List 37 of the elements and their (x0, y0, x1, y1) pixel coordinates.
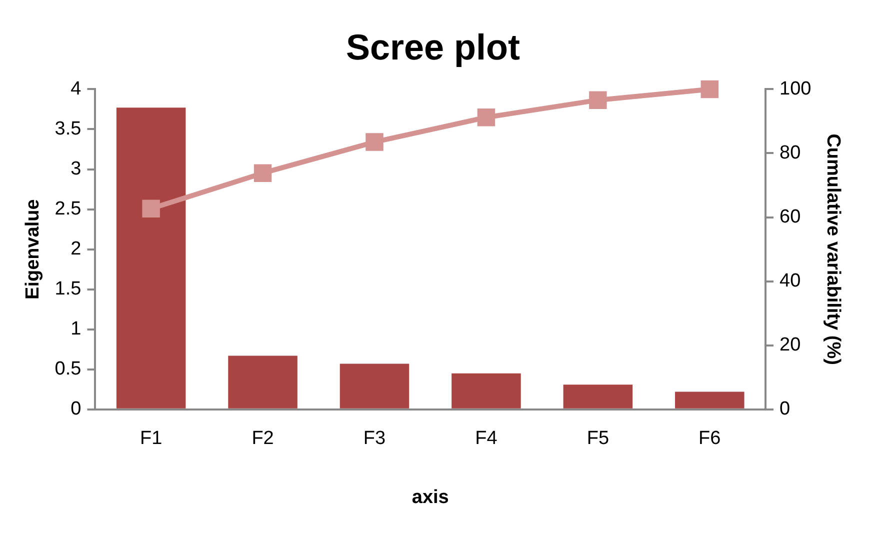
x-tick-label: F6 (698, 428, 721, 450)
y2-tick-label: 40 (780, 270, 801, 292)
y2-tick-label: 20 (780, 334, 801, 356)
y2-tick-label: 80 (780, 142, 801, 164)
y-tick-label: 1.5 (54, 278, 82, 300)
point (254, 164, 272, 182)
bar (340, 364, 410, 408)
y2-tick-label: 100 (780, 78, 812, 100)
point (142, 200, 160, 218)
point (477, 108, 496, 126)
y-tick-label: 1 (70, 318, 82, 340)
point (589, 91, 607, 109)
x-tick-label: F3 (363, 428, 386, 450)
chart-title: Scree plot (346, 26, 520, 68)
y-axis-title: Eigenvalue (22, 199, 44, 300)
y-tick-label: 2 (70, 238, 82, 260)
y-tick-label: 3 (70, 158, 82, 180)
x-tick-label: F2 (252, 428, 274, 450)
y2-tick-label: 0 (780, 398, 790, 420)
point (700, 80, 719, 98)
point (366, 133, 384, 151)
y2-axis-title: Cumulative variability (%) (822, 134, 844, 365)
bar (116, 108, 186, 408)
bar (563, 384, 633, 408)
bar (228, 356, 298, 408)
y-tick-label: 4 (70, 78, 82, 100)
y-tick-label: 2.5 (54, 198, 82, 220)
bar (452, 373, 521, 408)
y2-tick-label: 60 (780, 206, 801, 228)
y-tick-label: 0.5 (54, 358, 82, 380)
y-tick-label: 3.5 (54, 118, 82, 140)
bar (675, 392, 744, 408)
y-tick-label: 0 (70, 398, 82, 420)
x-axis-title: axis (412, 486, 449, 508)
x-tick-label: F5 (586, 428, 610, 450)
x-tick-label: F1 (140, 428, 162, 450)
x-tick-label: F4 (475, 428, 498, 450)
